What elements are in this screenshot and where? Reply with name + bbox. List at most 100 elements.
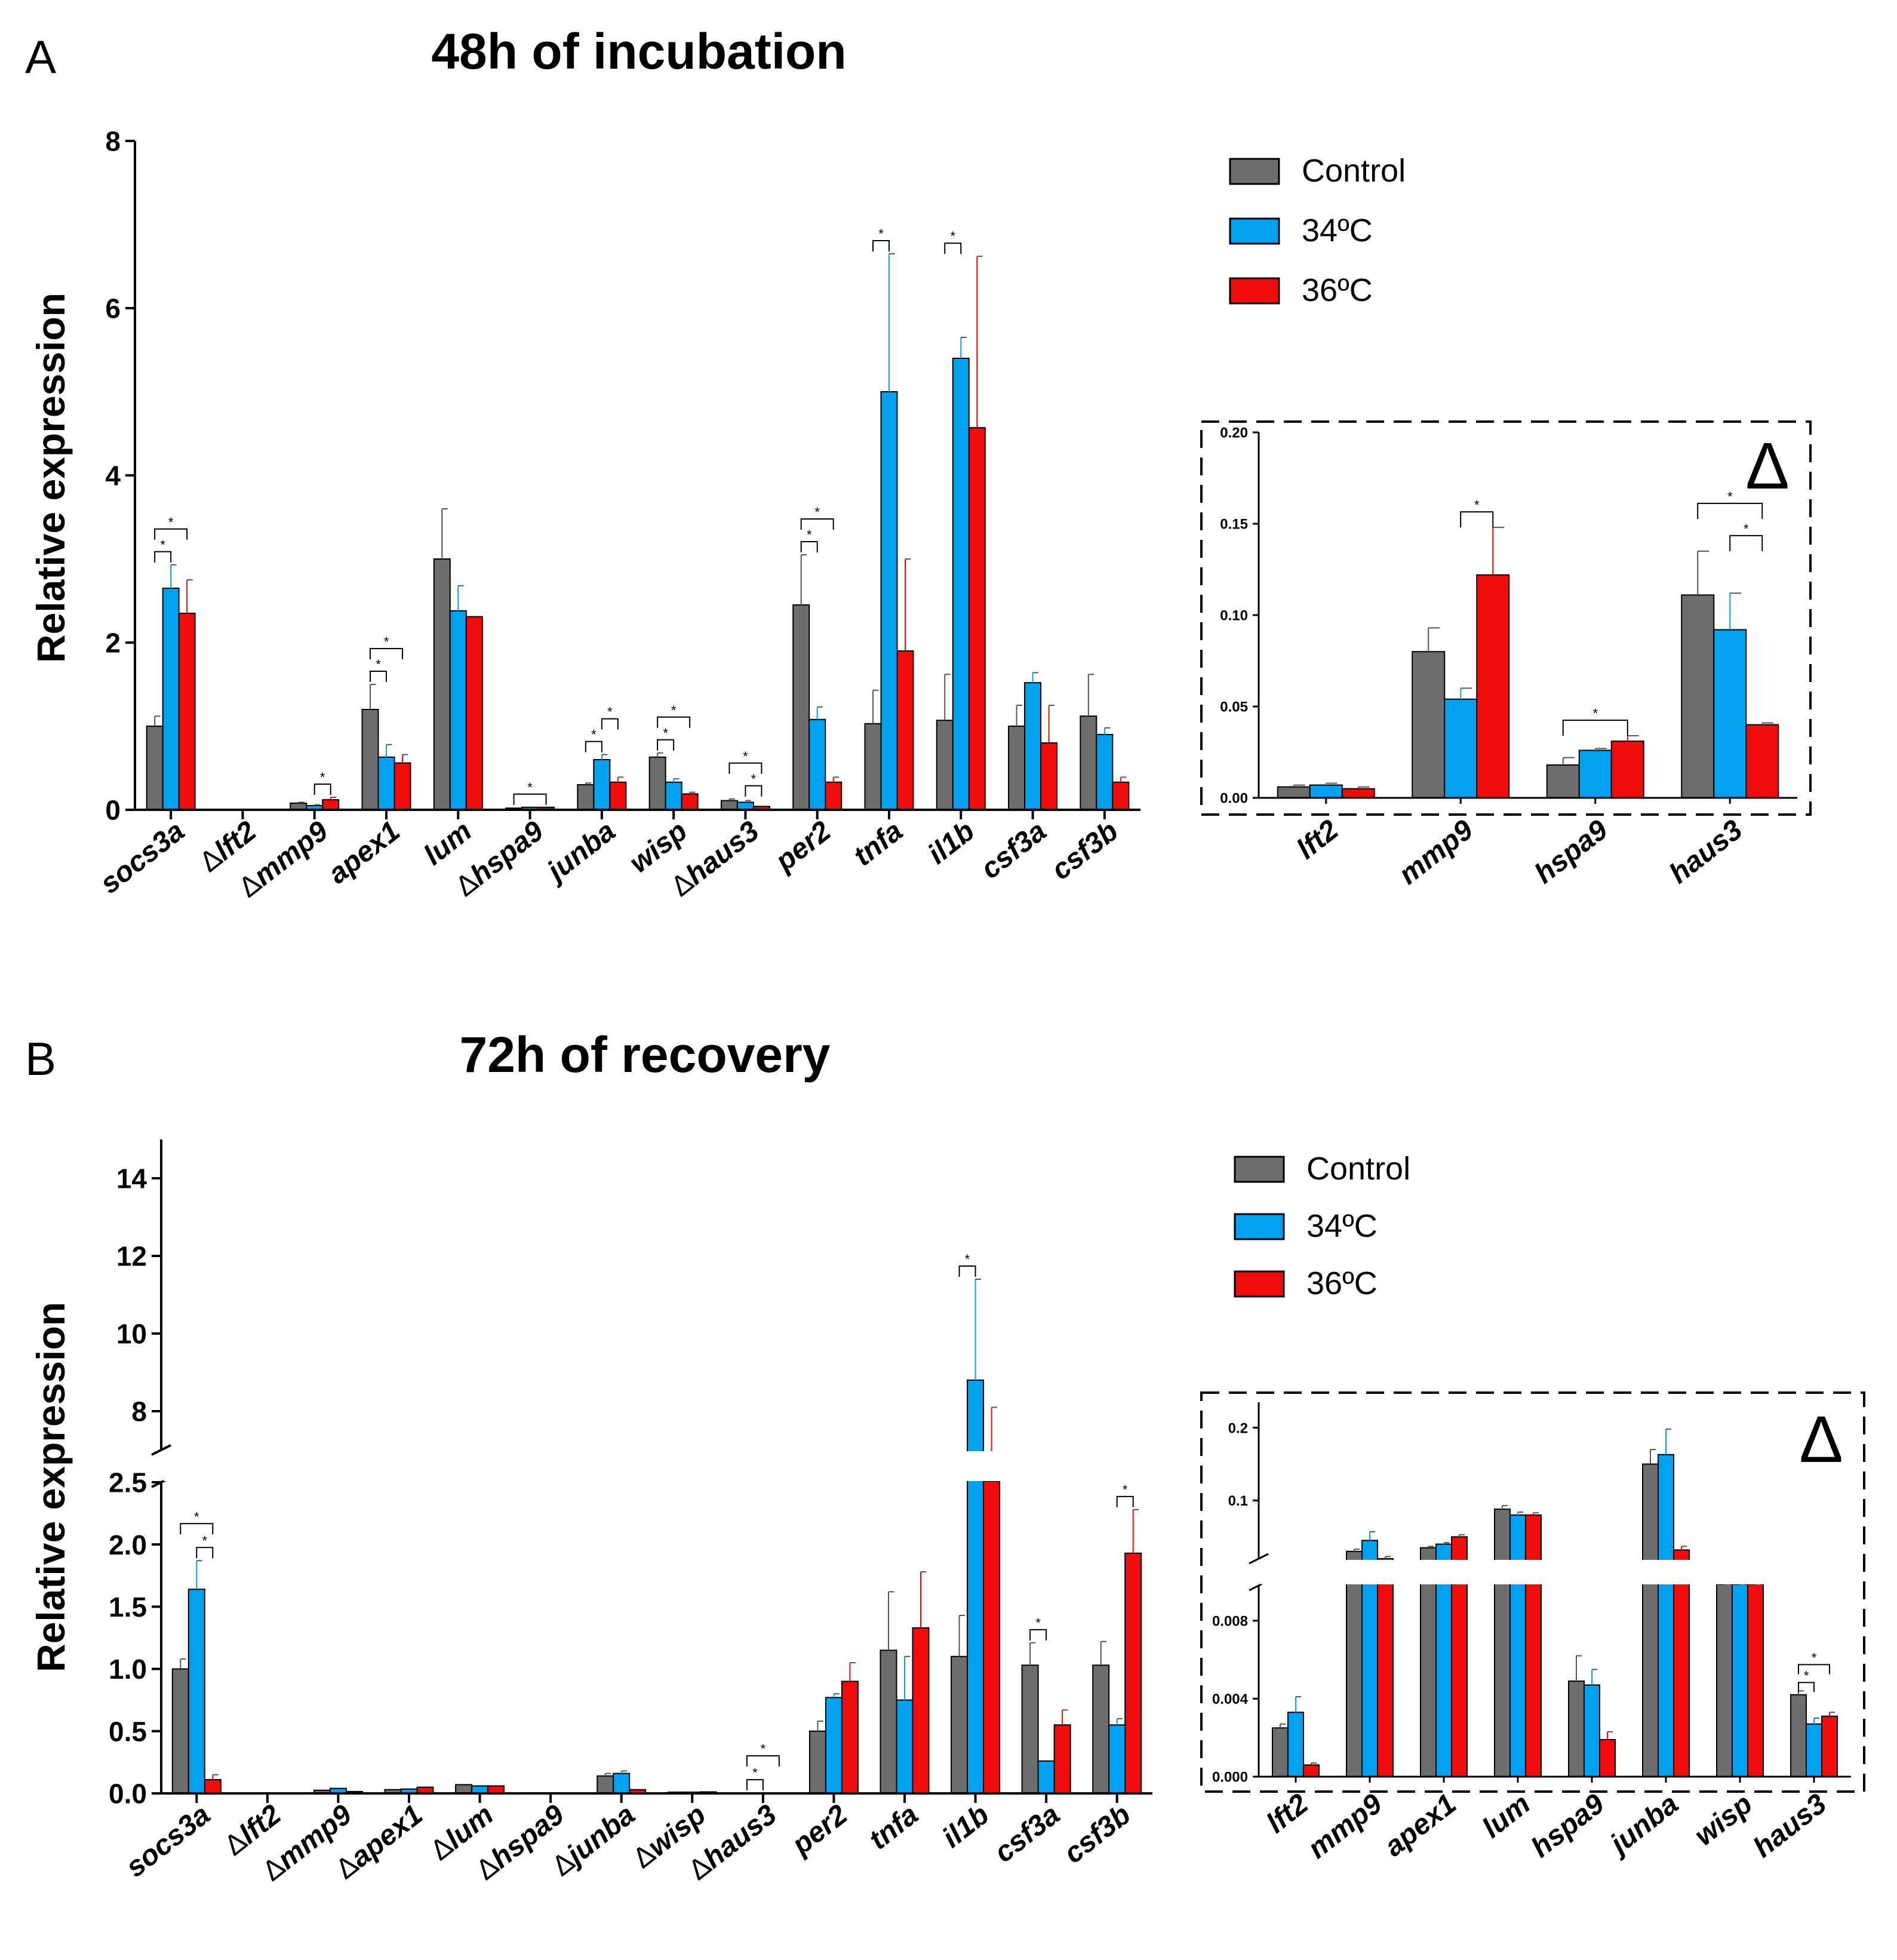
x-category-label-lum: lum	[1477, 1788, 1536, 1844]
bar-c34-per2	[825, 1697, 843, 1794]
bar-control-haus3	[1790, 1694, 1807, 1778]
bar-control-junba	[597, 1775, 614, 1794]
bar-c36-csf3a	[1053, 1724, 1071, 1794]
bar-c34-junba	[1658, 1454, 1674, 1777]
bar-c36-lum	[465, 616, 483, 810]
bar-c36-per2	[825, 781, 843, 811]
x-category-label-csf3a: csf3a	[989, 1799, 1066, 1869]
significance-bracket	[745, 785, 763, 797]
bar-c34-socs3a	[162, 588, 180, 810]
y-tick-label: 0.15	[1220, 517, 1248, 533]
significance-bracket	[1697, 502, 1763, 519]
bar-control-mmp9	[1412, 651, 1446, 798]
bar-control-lum	[1494, 1509, 1511, 1777]
significance-bracket	[370, 648, 403, 659]
legend-a-36c-label: 36ºC	[1302, 272, 1373, 308]
significance-star: *	[663, 726, 668, 741]
bar-control-tnfa	[864, 723, 882, 811]
category-label-text: apex1	[345, 1799, 429, 1874]
significance-bracket	[657, 716, 691, 728]
y-tick-label: 2.5	[109, 1467, 147, 1498]
bar-c36-wisp	[1747, 1584, 1764, 1777]
x-category-label-csf3b: csf3b	[1058, 1799, 1136, 1870]
bar-c36-il1b	[968, 427, 986, 810]
bar-c36-wisp	[681, 793, 699, 811]
y-tick-label: 0.000	[1212, 1769, 1248, 1786]
significance-bracket	[958, 1265, 976, 1277]
x-category-label-il1b: il1b	[937, 1799, 995, 1854]
bar-c36-mmp9	[1377, 1558, 1394, 1777]
bar-c34-lft2	[1309, 784, 1343, 798]
category-label-text: hspa9	[465, 815, 549, 891]
bar-c36-il1b	[983, 1480, 1001, 1794]
significance-bracket	[746, 1779, 764, 1791]
bar-c36-socs3a	[204, 1779, 222, 1794]
legend-b-34c-label: 34ºC	[1306, 1208, 1378, 1244]
x-category-label-haus3: haus3	[1748, 1788, 1833, 1864]
x-category-label-csf3b: csf3b	[1046, 815, 1124, 886]
y-tick-label: 14	[116, 1163, 147, 1194]
bar-control-lum	[455, 1784, 473, 1795]
category-label-text: haus3	[698, 1799, 783, 1875]
x-category-label-socs3a: socs3a	[94, 815, 190, 900]
y-tick-label: 0	[105, 795, 121, 826]
x-category-label-lft2: lft2	[1291, 814, 1345, 865]
significance-bracket	[180, 1523, 214, 1535]
panel-a-title: 48h of incubation	[431, 23, 846, 79]
bar-c36-csf3a	[1040, 742, 1058, 810]
legend-a-34c-label: 34ºC	[1302, 213, 1373, 248]
significance-bracket	[1798, 1664, 1830, 1675]
panel-a-letter: A	[25, 30, 56, 83]
bar-c36-tnfa	[896, 650, 914, 810]
bar-c36-tnfa	[912, 1627, 930, 1794]
bar-c34-junba	[613, 1772, 631, 1795]
bar-control-socs3a	[171, 1668, 189, 1795]
significance-star: *	[202, 1533, 208, 1548]
bar-control-apex1	[1420, 1547, 1437, 1778]
legend-a-36c-swatch	[1229, 277, 1280, 305]
bar-c34-lum	[1509, 1514, 1526, 1778]
bar-c36-lft2	[1303, 1764, 1320, 1778]
bar-c34-wisp	[1732, 1584, 1748, 1777]
x-category-label-hspa9: hspa9	[1526, 1788, 1610, 1864]
significance-star: *	[194, 1509, 199, 1524]
bar-control-haus3	[720, 800, 738, 810]
bar-c34-csf3a	[1024, 682, 1042, 810]
x-category-label-apex1: apex1	[1379, 1788, 1462, 1863]
bar-c36-mmp9	[322, 799, 340, 810]
significance-star: *	[320, 770, 325, 785]
significance-bracket	[1029, 1629, 1047, 1640]
significance-star: *	[1812, 1650, 1817, 1665]
bar-c34-hspa9	[1578, 749, 1612, 798]
significance-star: *	[527, 780, 533, 795]
bar-control-junba	[1642, 1463, 1659, 1777]
x-category-label-junba: junba	[539, 815, 621, 889]
significance-star: *	[743, 749, 748, 764]
y-tick-label: 0.20	[1220, 425, 1248, 441]
bar-c34-apex1	[377, 756, 395, 811]
bar-control-socs3a	[146, 726, 164, 810]
category-label-text: haus3	[680, 815, 765, 891]
x-category-label-wisp: wisp	[1689, 1788, 1758, 1852]
legend-b-34c-swatch	[1234, 1213, 1285, 1240]
bar-control-lft2	[1272, 1727, 1289, 1778]
y-tick-label: 1.5	[109, 1592, 147, 1623]
bar-control-per2	[792, 604, 810, 810]
bar-c34-haus3	[1713, 629, 1747, 798]
bar-control-hspa9	[1568, 1681, 1585, 1777]
y-tick-label: 1.0	[109, 1654, 147, 1685]
bar-control-per2	[808, 1730, 826, 1795]
significance-star: *	[1474, 497, 1480, 512]
x-category-label-csf3a: csf3a	[975, 815, 1052, 885]
bar-c34-csf3a	[1037, 1760, 1055, 1794]
legend-b-36c-label: 36ºC	[1306, 1265, 1378, 1301]
bar-c36-csf3b	[1124, 1552, 1142, 1795]
significance-bracket	[800, 541, 818, 552]
y-tick-label: 0.0	[109, 1778, 147, 1810]
x-category-label-il1b: il1b	[922, 815, 980, 871]
x-category-label-per2: per2	[768, 815, 837, 878]
y-tick-label: 4	[105, 460, 121, 491]
y-tick-label: 0.2	[1228, 1420, 1248, 1436]
bar-c34-per2	[808, 718, 826, 811]
